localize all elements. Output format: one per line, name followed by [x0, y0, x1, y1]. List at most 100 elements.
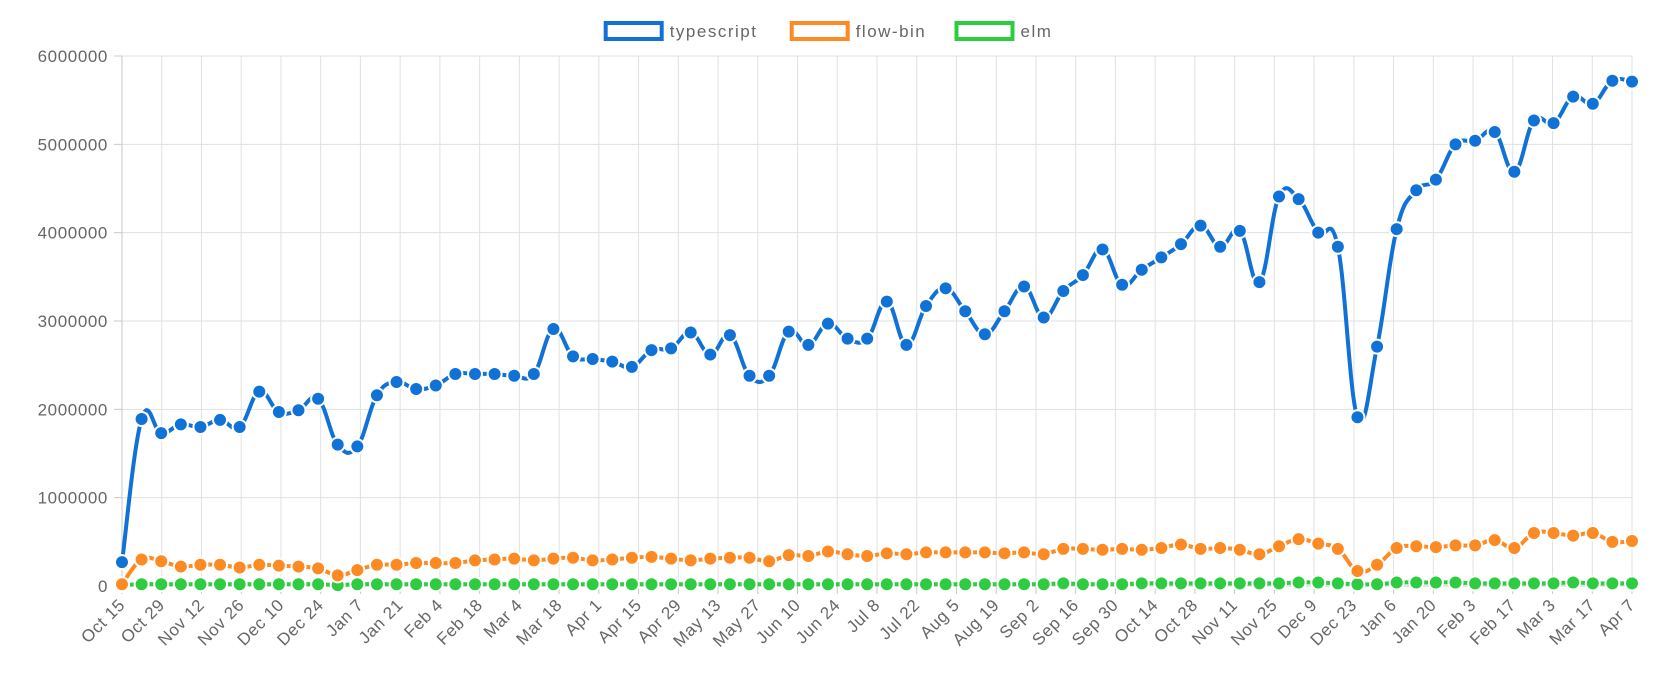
data-point-elm[interactable] [643, 576, 660, 593]
data-point-flow-bin[interactable] [133, 551, 150, 568]
data-point-typescript[interactable] [1545, 115, 1562, 132]
data-point-typescript[interactable] [584, 350, 601, 367]
data-point-flow-bin[interactable] [290, 558, 307, 575]
data-point-typescript[interactable] [1427, 171, 1444, 188]
data-point-flow-bin[interactable] [643, 548, 660, 565]
data-point-flow-bin[interactable] [918, 544, 935, 561]
data-point-flow-bin[interactable] [898, 546, 915, 563]
data-point-elm[interactable] [702, 576, 719, 593]
data-point-flow-bin[interactable] [1584, 525, 1601, 541]
data-point-typescript[interactable] [133, 411, 150, 428]
data-point-elm[interactable] [623, 576, 640, 593]
data-point-elm[interactable] [898, 576, 915, 593]
data-point-elm[interactable] [1584, 575, 1601, 592]
data-point-flow-bin[interactable] [1427, 539, 1444, 556]
data-point-typescript[interactable] [1074, 267, 1091, 284]
data-point-typescript[interactable] [604, 353, 621, 370]
data-point-flow-bin[interactable] [192, 556, 209, 573]
data-point-elm[interactable] [565, 576, 582, 593]
data-point-flow-bin[interactable] [800, 547, 817, 564]
data-point-elm[interactable] [506, 576, 523, 593]
data-point-flow-bin[interactable] [525, 552, 542, 569]
data-point-flow-bin[interactable] [682, 552, 699, 569]
data-point-flow-bin[interactable] [996, 545, 1013, 562]
data-point-typescript[interactable] [388, 373, 405, 390]
data-point-flow-bin[interactable] [937, 544, 954, 561]
data-point-elm[interactable] [1545, 575, 1562, 592]
data-point-typescript[interactable] [1153, 249, 1170, 266]
data-point-flow-bin[interactable] [604, 551, 621, 568]
data-point-elm[interactable] [937, 576, 954, 593]
data-point-flow-bin[interactable] [663, 550, 680, 567]
data-point-flow-bin[interactable] [1369, 556, 1386, 573]
data-point-typescript[interactable] [1388, 221, 1405, 238]
data-point-elm[interactable] [976, 576, 993, 593]
data-point-typescript[interactable] [1584, 95, 1601, 112]
data-point-flow-bin[interactable] [957, 544, 974, 561]
data-point-elm[interactable] [133, 576, 150, 593]
data-point-flow-bin[interactable] [1212, 540, 1229, 557]
data-point-elm[interactable] [1565, 574, 1582, 591]
data-point-elm[interactable] [584, 576, 601, 593]
data-point-typescript[interactable] [329, 436, 346, 453]
data-point-typescript[interactable] [1290, 191, 1307, 208]
data-point-typescript[interactable] [1624, 73, 1640, 90]
data-point-elm[interactable] [1369, 576, 1386, 593]
data-point-typescript[interactable] [859, 330, 876, 347]
data-point-elm[interactable] [1447, 574, 1464, 591]
data-point-typescript[interactable] [1035, 309, 1052, 326]
data-point-typescript[interactable] [1604, 72, 1621, 89]
data-point-elm[interactable] [1055, 575, 1072, 592]
data-point-flow-bin[interactable] [172, 558, 189, 575]
data-point-typescript[interactable] [506, 367, 523, 384]
data-point-typescript[interactable] [565, 348, 582, 365]
data-point-elm[interactable] [604, 576, 621, 593]
legend-item-elm[interactable]: elm [954, 21, 1053, 41]
legend-item-flow-bin[interactable]: flow-bin [789, 21, 927, 41]
data-point-elm[interactable] [1074, 576, 1091, 593]
data-point-typescript[interactable] [172, 416, 189, 433]
data-point-elm[interactable] [1624, 575, 1640, 592]
data-point-elm[interactable] [388, 576, 405, 593]
data-point-typescript[interactable] [525, 366, 542, 382]
data-point-typescript[interactable] [408, 381, 425, 398]
data-point-elm[interactable] [721, 576, 738, 593]
data-point-elm[interactable] [368, 576, 385, 593]
data-point-typescript[interactable] [427, 377, 444, 394]
data-point-typescript[interactable] [212, 411, 229, 428]
data-point-flow-bin[interactable] [1094, 541, 1111, 558]
data-point-flow-bin[interactable] [819, 543, 836, 560]
data-point-elm[interactable] [996, 576, 1013, 593]
data-point-elm[interactable] [1035, 576, 1052, 593]
data-point-typescript[interactable] [996, 303, 1013, 320]
data-point-typescript[interactable] [447, 366, 464, 382]
data-point-flow-bin[interactable] [761, 553, 778, 570]
data-point-typescript[interactable] [1192, 217, 1209, 234]
data-point-flow-bin[interactable] [976, 544, 993, 561]
data-point-typescript[interactable] [368, 387, 385, 404]
data-point-elm[interactable] [1094, 576, 1111, 593]
data-point-elm[interactable] [839, 576, 856, 593]
data-point-typescript[interactable] [1114, 276, 1131, 293]
data-point-typescript[interactable] [918, 297, 935, 314]
data-point-typescript[interactable] [545, 320, 562, 337]
data-point-flow-bin[interactable] [702, 550, 719, 567]
data-point-flow-bin[interactable] [1486, 532, 1503, 549]
data-point-flow-bin[interactable] [780, 547, 797, 564]
data-point-flow-bin[interactable] [231, 559, 248, 576]
data-point-flow-bin[interactable] [1153, 540, 1170, 557]
data-point-elm[interactable] [349, 576, 366, 593]
data-point-typescript[interactable] [1408, 182, 1425, 199]
data-point-elm[interactable] [427, 576, 444, 593]
data-point-elm[interactable] [800, 576, 817, 593]
data-point-elm[interactable] [310, 576, 327, 593]
data-point-flow-bin[interactable] [839, 546, 856, 563]
data-point-flow-bin[interactable] [1271, 538, 1288, 555]
data-point-elm[interactable] [1467, 575, 1484, 592]
data-point-typescript[interactable] [898, 336, 915, 353]
data-point-elm[interactable] [1427, 574, 1444, 591]
data-point-flow-bin[interactable] [349, 562, 366, 579]
data-point-flow-bin[interactable] [1133, 541, 1150, 558]
data-point-elm[interactable] [270, 576, 287, 593]
data-point-flow-bin[interactable] [251, 556, 268, 573]
